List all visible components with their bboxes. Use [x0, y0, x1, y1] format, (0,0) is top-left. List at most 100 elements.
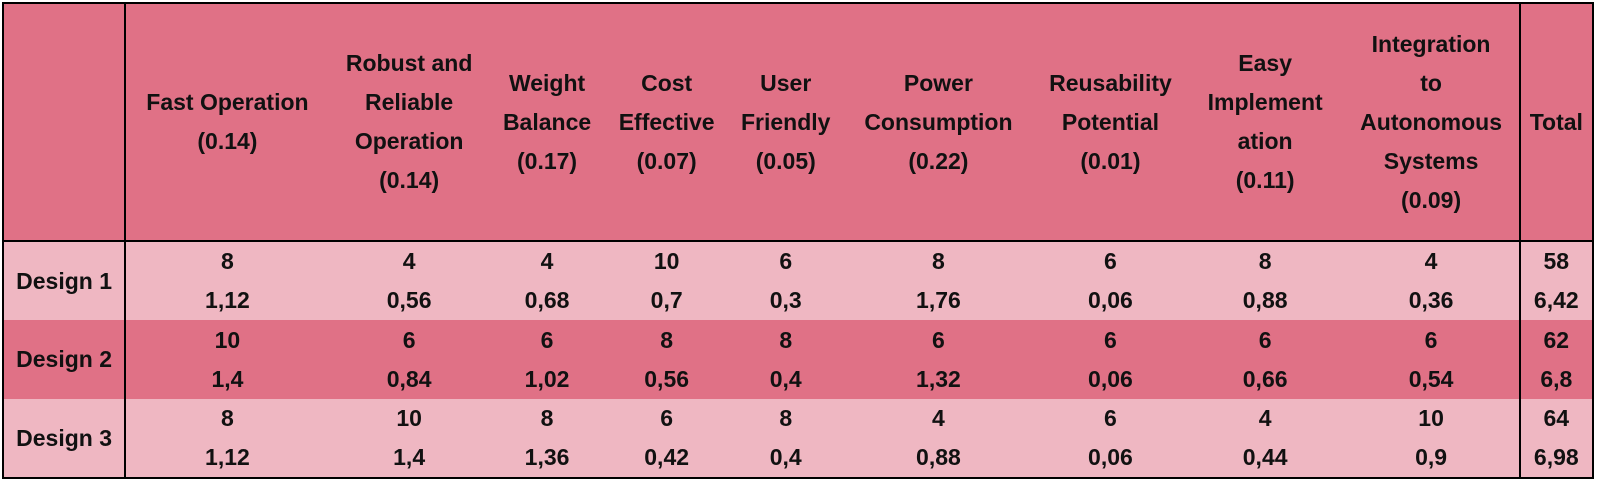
- header-easy-implementation: Easy Implement ation (0.11): [1186, 3, 1344, 241]
- score-cell: 6 0,06: [1034, 320, 1187, 399]
- score-cell: 6 0,3: [728, 241, 843, 320]
- row-label: Design 3: [3, 399, 127, 478]
- header-line: (0.11): [1235, 167, 1295, 193]
- score-cell: 8 1,12: [125, 399, 329, 478]
- weighted-score: 1,32: [916, 365, 961, 392]
- header-line: Consumption: [864, 108, 1013, 135]
- total-score: 64: [1543, 405, 1570, 431]
- header-line: Power: [903, 69, 973, 96]
- score-cell: 8 0,4: [728, 320, 843, 399]
- weighted-score: 0,06: [1088, 444, 1133, 470]
- score-cell: 4 0,88: [842, 399, 1035, 478]
- weighted-score: 0,54: [1408, 365, 1454, 392]
- header-line: Integration: [1371, 30, 1491, 57]
- table-row: Design 1 8 1,12 4 0,56 4 0,68 10 0,7 6 0,3 8 1,76 6 0,…: [3, 241, 1593, 320]
- header-line: User: [760, 69, 812, 96]
- weighted-score: 0,06: [1088, 287, 1133, 313]
- raw-score: 4: [1424, 248, 1438, 274]
- row-label: Design 2: [3, 320, 127, 399]
- header-user-friendly: User Friendly (0.05): [728, 3, 843, 241]
- weighted-score: 0,36: [1408, 287, 1454, 313]
- corner-cell: [3, 3, 127, 241]
- score-cell: 4 0,36: [1343, 241, 1520, 320]
- row-label: Design 1: [3, 241, 127, 320]
- score-cell: 8 0,4: [728, 399, 843, 478]
- raw-score: 10: [214, 326, 241, 353]
- score-cell: 10 1,4: [328, 399, 490, 478]
- score-cell: 8 0,56: [604, 320, 729, 399]
- header-line: Cost: [641, 69, 693, 96]
- weighted-score: 0,56: [644, 365, 690, 392]
- raw-score: 8: [779, 405, 793, 431]
- raw-score: 6: [660, 405, 674, 431]
- header-total: Total: [1518, 3, 1593, 241]
- score-cell: 10 0,7: [604, 241, 729, 320]
- weighted-score: 0,66: [1242, 365, 1288, 392]
- score-cell: 4 0,68: [489, 241, 605, 320]
- weighted-score: 0,88: [1242, 287, 1288, 313]
- weighted-score: 1,36: [524, 444, 570, 470]
- raw-score: 6: [1258, 326, 1272, 353]
- raw-score: 8: [779, 326, 793, 353]
- weighted-score: 0,3: [769, 287, 802, 313]
- header-line: Weight: [508, 69, 586, 96]
- raw-score: 8: [1258, 248, 1272, 274]
- header-line: Autonomous: [1360, 108, 1502, 135]
- weighted-score: 1,4: [393, 444, 426, 470]
- weighted-score: 0,42: [644, 444, 690, 470]
- score-cell: 6 0,66: [1186, 320, 1344, 399]
- header-line: Effective: [618, 108, 715, 135]
- raw-score: 6: [1104, 405, 1117, 431]
- header-line: Systems: [1383, 147, 1479, 174]
- raw-score: 8: [540, 405, 554, 431]
- weighted-score: 0,9: [1415, 444, 1448, 470]
- weighted-score: 1,12: [205, 287, 250, 313]
- raw-score: 4: [540, 248, 554, 274]
- score-cell: 8 1,36: [489, 399, 605, 478]
- header-line: Reusability: [1049, 69, 1172, 96]
- total-weighted: 6,98: [1533, 444, 1579, 470]
- header-line: Fast Operation: [146, 89, 309, 115]
- total-weighted: 6,8: [1540, 365, 1573, 392]
- score-cell: 4 0,44: [1186, 399, 1344, 478]
- header-line: Easy: [1238, 50, 1293, 76]
- raw-score: 10: [396, 405, 422, 431]
- header-line: Implement: [1207, 89, 1323, 115]
- header-fast-operation: Fast Operation (0.14): [125, 3, 329, 241]
- weighted-score: 0,68: [524, 287, 570, 313]
- header-line: Reliable: [365, 89, 454, 115]
- score-cell: 6 0,42: [604, 399, 729, 478]
- header-cost-effective: Cost Effective (0.07): [604, 3, 729, 241]
- table-body: Design 1 8 1,12 4 0,56 4 0,68 10 0,7 6 0,3 8 1,76 6 0,…: [3, 241, 1593, 478]
- header-line: Potential: [1061, 108, 1159, 135]
- total-score: 58: [1543, 248, 1570, 274]
- header-integration-autonomous-systems: Integration to Autonomous Systems (0.09): [1343, 3, 1520, 241]
- weighted-score: 0,4: [769, 365, 802, 392]
- header-power-consumption: Power Consumption (0.22): [842, 3, 1035, 241]
- weighted-score: 0,7: [650, 287, 683, 313]
- total-weighted: 6,42: [1533, 287, 1579, 313]
- raw-score: 10: [1418, 405, 1444, 431]
- raw-score: 6: [1424, 326, 1438, 353]
- weighted-score: 1,76: [916, 287, 961, 313]
- weighted-score: 1,4: [211, 365, 244, 392]
- header-line: (0.14): [379, 167, 440, 193]
- header-line: (0.17): [517, 147, 578, 174]
- weighted-score: 0,06: [1088, 365, 1133, 392]
- header-line: (0.01): [1080, 147, 1141, 174]
- header-line: Operation: [354, 128, 464, 154]
- header-line: (0.07): [636, 147, 697, 174]
- total-cell: 64 6,98: [1518, 399, 1593, 478]
- table-row: Design 2 10 1,4 6 0,84 6 1,02 8 0,56 8 0,4 6 1,32 6 0,…: [3, 320, 1593, 399]
- header-line: to: [1420, 69, 1442, 96]
- raw-score: 8: [660, 326, 674, 353]
- score-cell: 6 1,32: [842, 320, 1035, 399]
- raw-score: 6: [402, 326, 416, 353]
- raw-score: 4: [932, 405, 945, 431]
- raw-score: 6: [1104, 326, 1117, 353]
- raw-score: 4: [1258, 405, 1272, 431]
- score-cell: 10 0,9: [1343, 399, 1520, 478]
- weighted-score: 0,44: [1242, 444, 1288, 470]
- score-cell: 8 0,88: [1186, 241, 1344, 320]
- raw-score: 10: [653, 248, 680, 274]
